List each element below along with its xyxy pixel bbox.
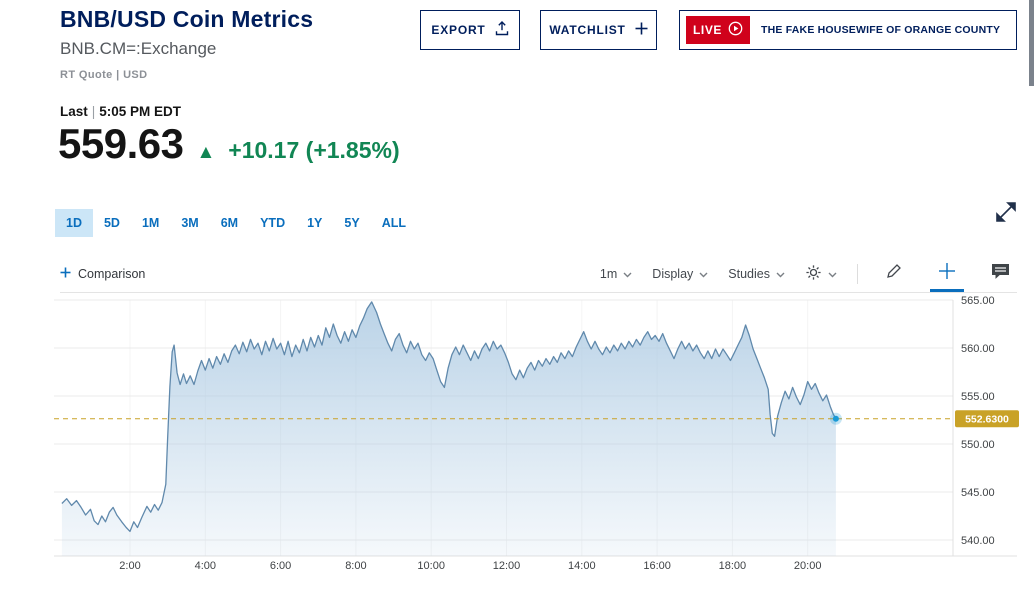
range-tab-1m[interactable]: 1M — [141, 216, 160, 230]
display-dropdown[interactable]: Display — [652, 267, 708, 281]
last-timestamp: Last | 5:05 PM EDT — [60, 104, 181, 119]
range-tab-6m[interactable]: 6M — [220, 216, 239, 230]
comparison-label: Comparison — [78, 266, 146, 281]
export-button-label: EXPORT — [431, 23, 486, 37]
symbol-label: BNB.CM=:Exchange — [60, 39, 217, 58]
last-price: 559.63 — [58, 120, 184, 167]
separator: | — [91, 104, 96, 119]
svg-text:8:00: 8:00 — [345, 560, 366, 572]
studies-dropdown[interactable]: Studies — [728, 267, 785, 281]
svg-text:540.00: 540.00 — [961, 535, 995, 547]
range-tabs: 1D 5D 1M 3M 6M YTD 1Y 5Y ALL — [55, 209, 417, 237]
svg-text:14:00: 14:00 — [568, 560, 596, 572]
range-tab-ytd[interactable]: YTD — [260, 216, 286, 230]
svg-text:550.00: 550.00 — [961, 439, 995, 451]
svg-text:552.6300: 552.6300 — [965, 413, 1009, 425]
live-banner[interactable]: LIVE THE FAKE HOUSEWIFE OF ORANGE COUNTY — [679, 10, 1017, 50]
gear-icon — [805, 264, 822, 284]
quote-time: 5:05 PM EDT — [99, 104, 182, 119]
svg-text:565.00: 565.00 — [961, 296, 995, 307]
plus-icon — [635, 22, 648, 38]
range-tab-5d[interactable]: 5D — [103, 216, 120, 230]
svg-text:16:00: 16:00 — [643, 560, 671, 572]
expand-icon[interactable] — [995, 201, 1017, 228]
toolbar-right: 1m Display Studies — [600, 255, 1017, 292]
comment-tool-button[interactable] — [984, 255, 1017, 292]
export-button[interactable]: EXPORT — [420, 10, 520, 50]
pencil-icon — [885, 262, 903, 285]
page-title: BNB/USD Coin Metrics — [60, 6, 314, 32]
svg-text:12:00: 12:00 — [493, 560, 521, 572]
range-tab-all[interactable]: ALL — [381, 216, 406, 230]
chevron-down-icon — [776, 267, 785, 281]
price-chart[interactable]: 565.00 560.00 555.00 550.00 545.00 540.00 552.… — [0, 295, 1034, 586]
svg-text:10:00: 10:00 — [417, 560, 445, 572]
interval-dropdown[interactable]: 1m — [600, 267, 632, 281]
chevron-down-icon — [828, 267, 837, 281]
svg-text:2:00: 2:00 — [119, 560, 140, 572]
range-tab-1d[interactable]: 1D — [55, 209, 93, 237]
range-tab-5y[interactable]: 5Y — [344, 216, 360, 230]
scrollbar-thumb[interactable] — [1029, 0, 1034, 86]
crosshair-icon — [937, 261, 957, 286]
watchlist-button[interactable]: WATCHLIST — [540, 10, 657, 50]
crosshair-tool-button[interactable] — [930, 255, 964, 292]
interval-label: 1m — [599, 266, 618, 281]
comparison-button[interactable]: Comparison — [60, 267, 145, 281]
up-triangle-icon: ▲ — [196, 142, 216, 163]
display-label: Display — [652, 266, 694, 281]
chart-toolbar: Comparison 1m Display Studies — [60, 255, 1017, 293]
toolbar-divider — [857, 263, 858, 284]
chevron-down-icon — [623, 267, 632, 281]
watchlist-button-label: WATCHLIST — [549, 23, 626, 37]
live-badge-label: LIVE — [692, 23, 723, 37]
live-banner-text: THE FAKE HOUSEWIFE OF ORANGE COUNTY — [761, 24, 1001, 36]
range-tab-3m[interactable]: 3M — [181, 216, 199, 230]
svg-text:4:00: 4:00 — [195, 560, 216, 572]
last-label: Last — [60, 104, 88, 119]
svg-text:20:00: 20:00 — [794, 560, 822, 572]
chart-settings-dropdown[interactable] — [805, 264, 837, 284]
svg-text:18:00: 18:00 — [719, 560, 747, 572]
svg-text:555.00: 555.00 — [961, 391, 995, 403]
price-row: 559.63 ▲ +10.17 (+1.85%) — [58, 120, 400, 168]
comparison-plus-icon — [60, 267, 71, 281]
comment-icon — [991, 263, 1010, 285]
range-tab-1y[interactable]: 1Y — [307, 216, 323, 230]
draw-tool-button[interactable] — [878, 255, 910, 292]
export-icon — [495, 21, 509, 39]
price-change: +10.17 (+1.85%) — [228, 137, 400, 163]
play-icon — [728, 21, 743, 39]
chevron-down-icon — [699, 267, 708, 281]
studies-label: Studies — [728, 266, 770, 281]
svg-text:6:00: 6:00 — [270, 560, 291, 572]
svg-text:560.00: 560.00 — [961, 343, 995, 355]
quote-meta: RT Quote | USD — [60, 69, 148, 81]
live-badge[interactable]: LIVE — [686, 16, 750, 44]
svg-text:545.00: 545.00 — [961, 487, 995, 499]
